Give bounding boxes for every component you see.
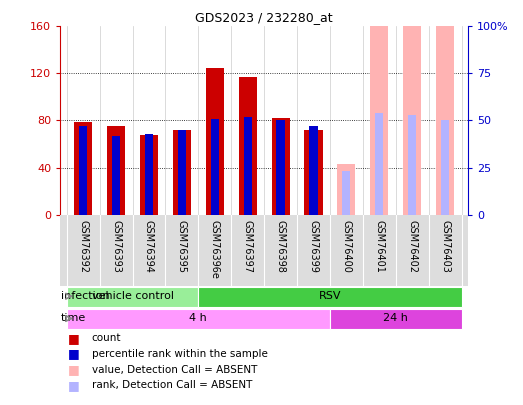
- Text: GSM76396e: GSM76396e: [210, 220, 220, 279]
- Bar: [403, 0, 421, 215]
- Text: GSM76392: GSM76392: [78, 220, 88, 273]
- Text: ■: ■: [68, 332, 79, 345]
- Text: GSM76400: GSM76400: [342, 220, 351, 273]
- Bar: [408, 115, 416, 215]
- Text: RSV: RSV: [319, 291, 341, 301]
- Bar: [60, 215, 468, 286]
- Bar: [238, 77, 257, 215]
- Bar: [342, 171, 350, 215]
- Bar: [107, 126, 125, 215]
- Bar: [112, 136, 120, 215]
- Text: rank, Detection Call = ABSENT: rank, Detection Call = ABSENT: [92, 380, 252, 390]
- Text: GSM76394: GSM76394: [144, 220, 154, 273]
- Text: ■: ■: [68, 363, 79, 376]
- Text: GSM76403: GSM76403: [440, 220, 450, 273]
- Text: GSM76399: GSM76399: [309, 220, 319, 273]
- Bar: [178, 130, 186, 215]
- Bar: [67, 309, 330, 329]
- Text: GSM76401: GSM76401: [374, 220, 384, 273]
- Bar: [370, 0, 388, 215]
- Text: GSM76397: GSM76397: [243, 220, 253, 273]
- Text: GSM76398: GSM76398: [276, 220, 286, 273]
- Text: value, Detection Call = ABSENT: value, Detection Call = ABSENT: [92, 364, 257, 375]
- Text: percentile rank within the sample: percentile rank within the sample: [92, 349, 267, 359]
- Bar: [271, 118, 290, 215]
- Text: 24 h: 24 h: [383, 313, 408, 324]
- Text: GSM76402: GSM76402: [407, 220, 417, 273]
- Text: count: count: [92, 333, 121, 343]
- Bar: [375, 113, 383, 215]
- Text: time: time: [61, 313, 86, 324]
- Bar: [79, 126, 87, 215]
- Text: GSM76395: GSM76395: [177, 220, 187, 273]
- Text: vehicle control: vehicle control: [92, 291, 174, 301]
- Bar: [145, 134, 153, 215]
- Bar: [436, 17, 454, 215]
- Bar: [337, 164, 356, 215]
- Text: ■: ■: [68, 379, 79, 392]
- Bar: [198, 287, 461, 307]
- Title: GDS2023 / 232280_at: GDS2023 / 232280_at: [195, 11, 333, 24]
- Bar: [206, 68, 224, 215]
- Bar: [277, 120, 285, 215]
- Bar: [244, 117, 252, 215]
- Bar: [304, 130, 323, 215]
- Bar: [441, 120, 449, 215]
- Bar: [67, 287, 198, 307]
- Bar: [330, 309, 461, 329]
- Text: ■: ■: [68, 347, 79, 360]
- Text: infection: infection: [61, 291, 109, 301]
- Text: 4 h: 4 h: [189, 313, 207, 324]
- Bar: [211, 119, 219, 215]
- Bar: [309, 126, 317, 215]
- Bar: [140, 134, 158, 215]
- Bar: [74, 122, 92, 215]
- Text: GSM76393: GSM76393: [111, 220, 121, 273]
- Bar: [173, 130, 191, 215]
